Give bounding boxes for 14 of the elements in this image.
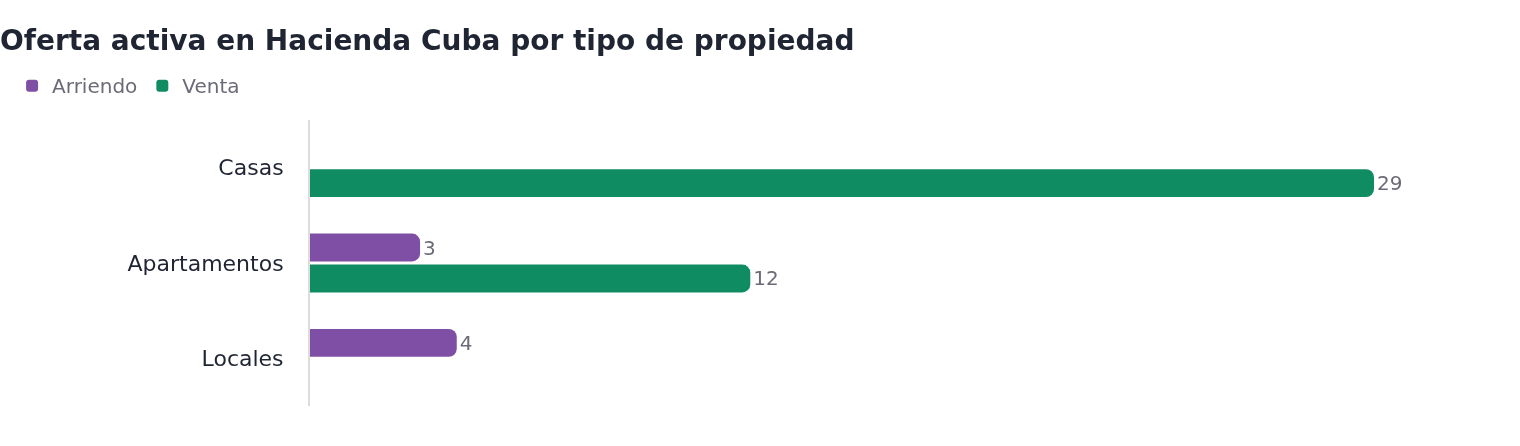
legend-label: Venta xyxy=(182,74,240,99)
bar xyxy=(310,233,421,262)
legend-label: Arriendo xyxy=(52,74,138,99)
data-label: 4 xyxy=(459,330,473,355)
y-tick-label: Locales xyxy=(201,346,284,372)
chart-title: Oferta activa en Hacienda Cuba por tipo de propiedad xyxy=(0,23,855,57)
data-label: 3 xyxy=(423,235,436,260)
bar xyxy=(310,264,751,293)
y-tick-label: Casas xyxy=(218,155,284,181)
y-tick-label: Apartamentos xyxy=(127,250,284,276)
data-label: 12 xyxy=(753,266,779,291)
bar xyxy=(310,169,1374,198)
data-label: 29 xyxy=(1377,171,1403,196)
bar xyxy=(310,328,457,357)
